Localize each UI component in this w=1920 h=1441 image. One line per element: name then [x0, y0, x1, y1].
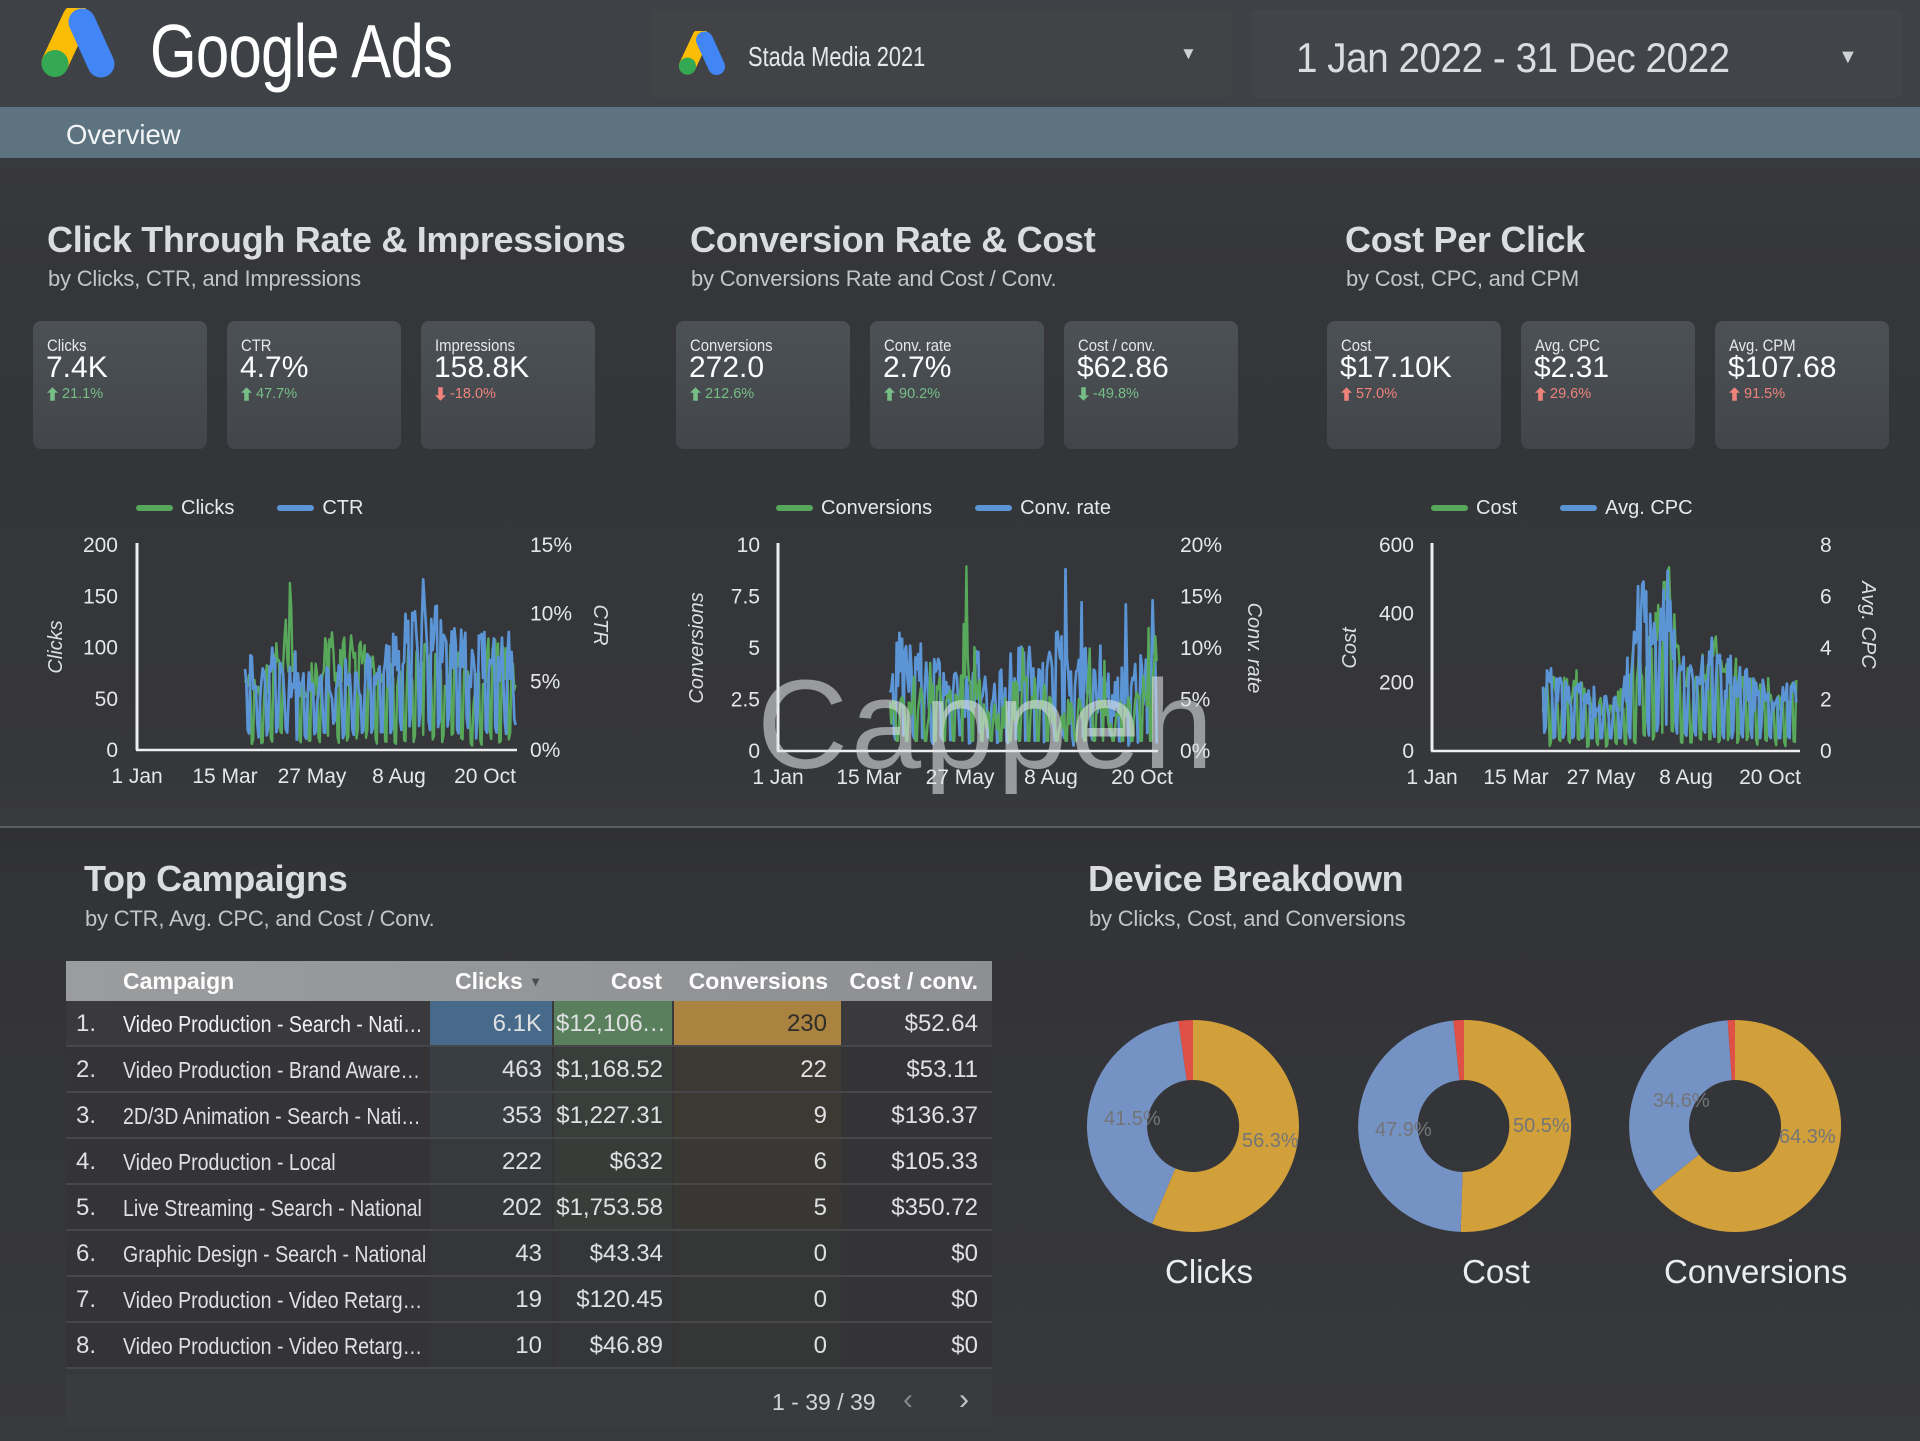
- svg-text:41.5%: 41.5%: [1104, 1108, 1161, 1130]
- svg-text:600: 600: [1379, 534, 1414, 557]
- svg-text:1 Jan: 1 Jan: [752, 766, 803, 789]
- svg-text:Clicks: Clicks: [45, 620, 67, 673]
- svg-text:2.5: 2.5: [731, 689, 760, 712]
- svg-text:4: 4: [1820, 637, 1832, 660]
- svg-text:15%: 15%: [530, 534, 572, 557]
- svg-text:Avg. CPC: Avg. CPC: [1857, 580, 1879, 669]
- svg-text:10: 10: [737, 534, 760, 557]
- svg-text:Conv. rate: Conv. rate: [1243, 603, 1265, 694]
- svg-text:1 Jan: 1 Jan: [111, 765, 162, 788]
- svg-text:Conversions: Conversions: [686, 592, 708, 703]
- svg-text:150: 150: [83, 585, 118, 608]
- svg-text:8 Aug: 8 Aug: [372, 765, 426, 788]
- svg-text:100: 100: [83, 637, 118, 660]
- svg-text:2: 2: [1820, 689, 1832, 712]
- svg-text:20 Oct: 20 Oct: [454, 765, 516, 788]
- svg-text:64.3%: 64.3%: [1779, 1126, 1836, 1148]
- svg-text:15 Mar: 15 Mar: [1483, 766, 1548, 789]
- svg-text:34.6%: 34.6%: [1653, 1090, 1710, 1112]
- svg-text:20 Oct: 20 Oct: [1739, 766, 1801, 789]
- svg-text:56.3%: 56.3%: [1242, 1130, 1299, 1152]
- svg-text:8 Aug: 8 Aug: [1024, 766, 1078, 789]
- svg-text:0%: 0%: [530, 739, 560, 762]
- svg-text:50: 50: [95, 688, 118, 711]
- svg-text:8 Aug: 8 Aug: [1659, 766, 1713, 789]
- svg-text:6: 6: [1820, 586, 1832, 609]
- svg-text:1 Jan: 1 Jan: [1406, 766, 1457, 789]
- svg-text:27 May: 27 May: [278, 765, 347, 788]
- svg-text:15%: 15%: [1180, 586, 1222, 609]
- svg-text:0%: 0%: [1180, 740, 1210, 763]
- svg-text:20%: 20%: [1180, 534, 1222, 557]
- svg-text:400: 400: [1379, 603, 1414, 626]
- svg-text:20 Oct: 20 Oct: [1111, 766, 1173, 789]
- svg-text:47.9%: 47.9%: [1375, 1119, 1432, 1141]
- svg-text:8: 8: [1820, 534, 1832, 557]
- svg-text:15 Mar: 15 Mar: [192, 765, 257, 788]
- svg-text:50.5%: 50.5%: [1513, 1115, 1570, 1137]
- svg-text:0: 0: [1820, 740, 1832, 763]
- svg-text:10%: 10%: [1180, 637, 1222, 660]
- svg-text:27 May: 27 May: [1567, 766, 1636, 789]
- svg-text:27 May: 27 May: [926, 766, 995, 789]
- svg-text:7.5: 7.5: [731, 586, 760, 609]
- svg-text:0: 0: [1402, 740, 1414, 763]
- svg-text:Cost: Cost: [1339, 626, 1361, 669]
- svg-text:10%: 10%: [530, 602, 572, 625]
- svg-text:200: 200: [83, 534, 118, 557]
- svg-text:5%: 5%: [1180, 689, 1210, 712]
- svg-text:15 Mar: 15 Mar: [836, 766, 901, 789]
- svg-text:200: 200: [1379, 671, 1414, 694]
- svg-text:CTR: CTR: [589, 604, 611, 645]
- svg-text:0: 0: [748, 740, 760, 763]
- svg-text:5%: 5%: [530, 671, 560, 694]
- svg-text:0: 0: [106, 739, 118, 762]
- svg-text:5: 5: [748, 637, 760, 660]
